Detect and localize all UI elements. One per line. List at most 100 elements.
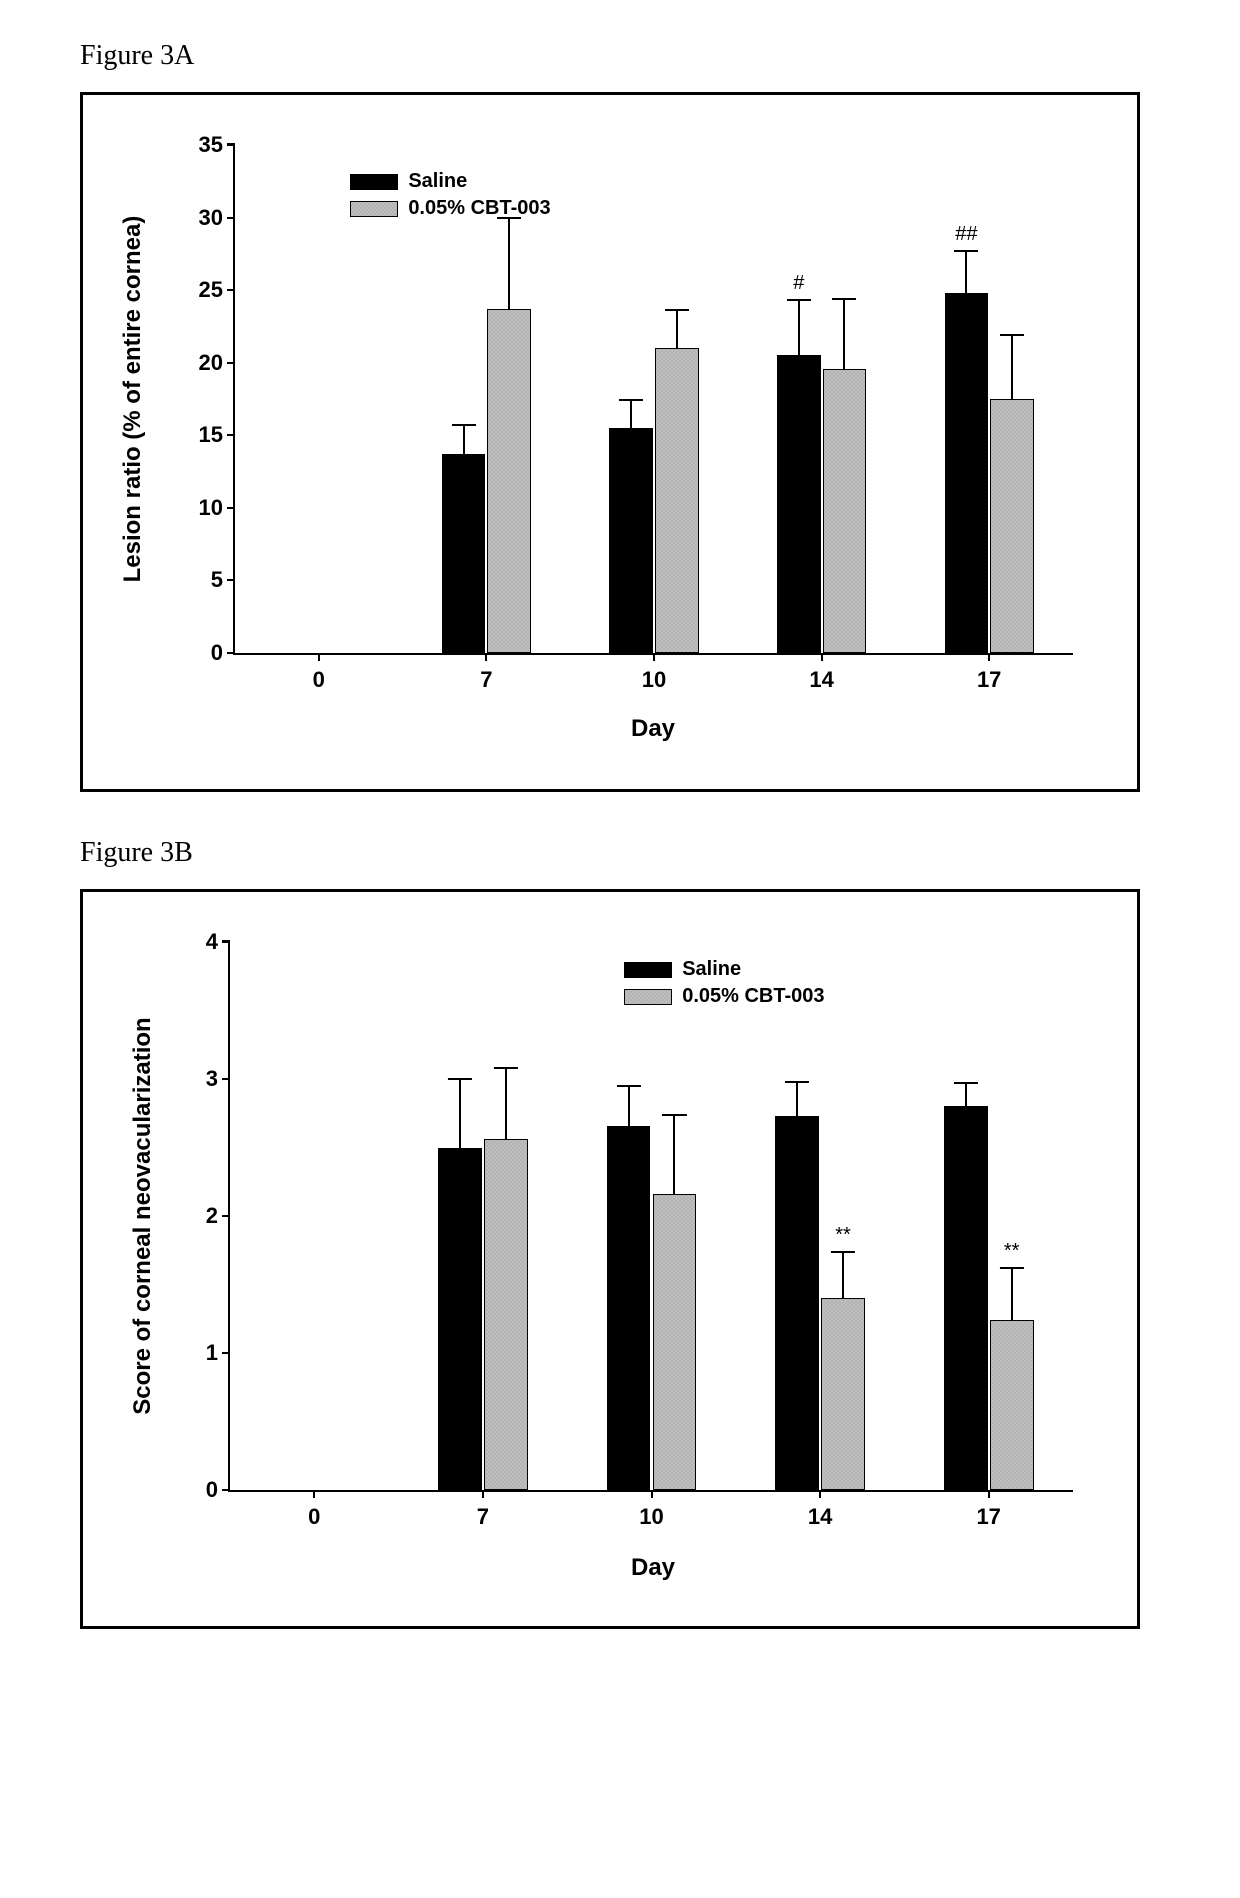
error-bar — [965, 251, 967, 293]
legend-row: Saline — [350, 170, 550, 193]
error-cap — [448, 1078, 472, 1080]
error-cap — [954, 1082, 978, 1084]
figure-b-xlabel: Day — [631, 1554, 675, 1582]
bar-saline — [944, 1106, 988, 1490]
legend-label: Saline — [682, 958, 741, 981]
y-tick-label: 3 — [168, 1066, 218, 1092]
error-bar — [965, 1083, 967, 1106]
y-tick — [222, 1352, 230, 1354]
bar-saline — [607, 1126, 651, 1490]
y-tick-label: 25 — [173, 277, 223, 303]
significance-marker: ## — [955, 223, 977, 246]
legend-swatch — [624, 989, 672, 1005]
legend-label: Saline — [408, 170, 467, 193]
legend-row: 0.05% CBT-003 — [350, 197, 550, 220]
error-bar — [459, 1079, 461, 1148]
error-bar — [798, 300, 800, 355]
figure-b-plot-area: 01234071014**17** — [228, 942, 1073, 1492]
error-cap — [617, 1085, 641, 1087]
y-tick-label: 5 — [173, 567, 223, 593]
error-cap — [785, 1081, 809, 1083]
figure-b-chart: Score of corneal neovacularization 01234… — [113, 932, 1103, 1592]
error-bar — [796, 1082, 798, 1116]
error-cap — [832, 298, 856, 300]
significance-marker: ** — [835, 1224, 851, 1247]
y-tick — [227, 289, 235, 291]
error-cap — [1000, 334, 1024, 336]
bar-cbt — [990, 399, 1034, 653]
y-tick — [222, 1215, 230, 1217]
legend-label: 0.05% CBT-003 — [682, 985, 824, 1008]
error-cap — [662, 1114, 686, 1116]
figure-b-legend: Saline 0.05% CBT-003 — [624, 958, 824, 1012]
error-cap — [1000, 1267, 1024, 1269]
error-cap — [787, 299, 811, 301]
figure-a-xlabel: Day — [631, 715, 675, 743]
legend-row: Saline — [624, 958, 824, 981]
x-tick-label: 10 — [642, 667, 666, 693]
y-tick-label: 30 — [173, 205, 223, 231]
x-tick-label: 0 — [308, 1504, 320, 1530]
error-bar — [676, 310, 678, 348]
significance-marker: # — [793, 272, 804, 295]
y-tick-label: 0 — [168, 1477, 218, 1503]
bar-cbt — [990, 1320, 1034, 1490]
y-tick — [227, 434, 235, 436]
bar-cbt — [484, 1139, 528, 1490]
figure-a-legend: Saline 0.05% CBT-003 — [350, 170, 550, 224]
figure-a-chart: Lesion ratio (% of entire cornea) 051015… — [113, 135, 1103, 755]
error-cap — [665, 309, 689, 311]
error-bar — [630, 400, 632, 428]
error-bar — [1011, 335, 1013, 399]
x-tick — [819, 1490, 821, 1498]
y-tick-label: 20 — [173, 350, 223, 376]
bar-saline — [775, 1116, 819, 1490]
error-bar — [463, 425, 465, 454]
error-bar — [843, 299, 845, 369]
y-tick — [227, 579, 235, 581]
error-bar — [508, 218, 510, 309]
x-tick-label: 10 — [639, 1504, 663, 1530]
x-tick — [821, 653, 823, 661]
error-cap — [494, 1067, 518, 1069]
y-tick — [227, 362, 235, 364]
x-tick — [485, 653, 487, 661]
x-tick — [313, 1490, 315, 1498]
x-tick-label: 17 — [977, 667, 1001, 693]
y-tick-label: 4 — [168, 929, 218, 955]
x-tick-label: 14 — [809, 667, 833, 693]
y-tick-label: 2 — [168, 1203, 218, 1229]
x-tick-label: 7 — [480, 667, 492, 693]
y-tick — [222, 941, 230, 943]
bar-saline — [945, 293, 989, 653]
legend-row: 0.05% CBT-003 — [624, 985, 824, 1008]
y-tick — [227, 652, 235, 654]
bar-cbt — [655, 348, 699, 653]
bar-cbt — [653, 1194, 697, 1490]
x-tick-label: 0 — [313, 667, 325, 693]
bar-cbt — [487, 309, 531, 653]
bar-saline — [442, 454, 486, 653]
figure-a-ylabel: Lesion ratio (% of entire cornea) — [119, 189, 147, 609]
bar-saline — [438, 1148, 482, 1491]
bar-saline — [609, 428, 653, 653]
figure-a-panel: Lesion ratio (% of entire cornea) 051015… — [80, 92, 1140, 792]
error-cap — [831, 1251, 855, 1253]
y-tick-label: 0 — [173, 640, 223, 666]
x-tick — [318, 653, 320, 661]
error-cap — [619, 399, 643, 401]
x-tick-label: 7 — [477, 1504, 489, 1530]
legend-swatch — [350, 174, 398, 190]
x-tick-label: 17 — [976, 1504, 1000, 1530]
y-tick — [222, 1489, 230, 1491]
error-bar — [505, 1068, 507, 1139]
x-tick — [653, 653, 655, 661]
figure-a-label: Figure 3A — [80, 40, 1160, 72]
y-tick — [227, 507, 235, 509]
error-cap — [954, 250, 978, 252]
error-bar — [673, 1115, 675, 1194]
y-tick — [222, 1078, 230, 1080]
bar-cbt — [821, 1298, 865, 1490]
error-bar — [1011, 1268, 1013, 1320]
figure-b-ylabel: Score of corneal neovacularization — [129, 986, 157, 1446]
